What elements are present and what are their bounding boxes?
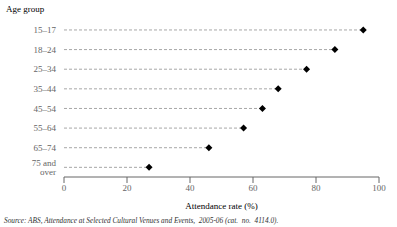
svg-text:55–64: 55–64 [34, 123, 57, 133]
html-text:Source: ABS, Attendance at Sel: Source: ABS, Attendance at Selected Cult… [4, 216, 279, 225]
svg-text:40: 40 [186, 183, 196, 193]
svg-text:18–24: 18–24 [34, 45, 57, 55]
svg-text:Attendance rate (%): Attendance rate (%) [185, 201, 257, 211]
svg-text:100: 100 [372, 183, 386, 193]
svg-text:65–74: 65–74 [34, 143, 57, 153]
svg-text:60: 60 [249, 183, 259, 193]
html-text:Age group: Age group [6, 4, 45, 14]
svg-text:80: 80 [312, 183, 322, 193]
svg-text:20: 20 [123, 183, 133, 193]
svg-text:75 andover: 75 andover [32, 158, 57, 177]
svg-text:45–54: 45–54 [34, 104, 57, 114]
svg-text:15–17: 15–17 [34, 25, 57, 35]
svg-text:0: 0 [62, 183, 67, 193]
svg-text:25–34: 25–34 [34, 64, 57, 74]
svg-text:35–44: 35–44 [34, 84, 57, 94]
